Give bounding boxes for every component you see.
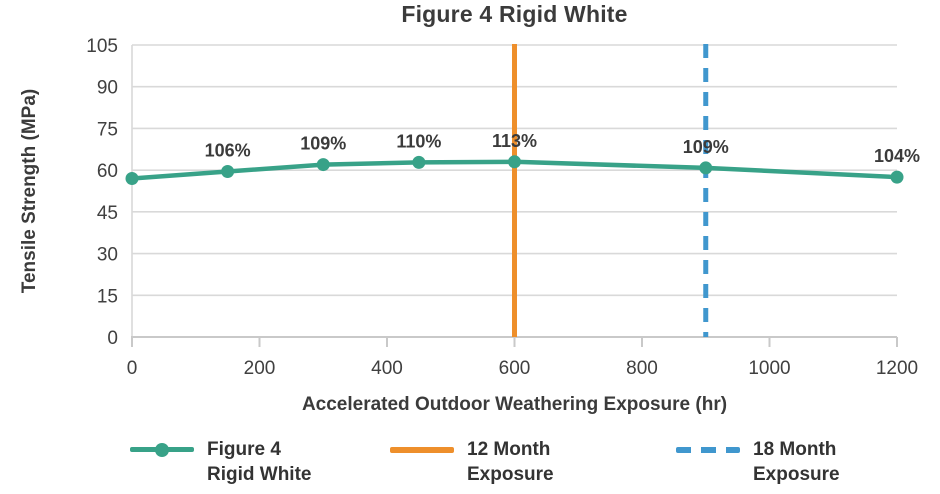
y-tick-label: 90 [97,78,118,99]
legend-label-series: Figure 4 Rigid White [207,437,311,487]
x-tick-label: 1000 [748,358,790,379]
legend-label-18-month: 18 Month Exposure [753,437,840,487]
legend: Figure 4 Rigid White 12 Month Exposure 1… [0,437,940,493]
legend-label-line: Figure 4 [207,439,281,460]
point-label: 109% [683,137,729,157]
legend-item-series: Figure 4 Rigid White [130,437,311,487]
x-tick-label: 800 [626,358,658,379]
series-line-marker-icon [130,442,194,457]
x-tick-label: 600 [499,358,531,379]
x-tick-label: 400 [371,358,403,379]
legend-label-line: 12 Month [467,439,551,460]
series-marker [890,170,904,184]
x-axis-label: Accelerated Outdoor Weathering Exposure … [301,394,728,415]
x-tick-label: 0 [127,358,138,379]
series-marker [221,165,235,179]
legend-label-line: 18 Month [753,439,837,460]
point-label: 110% [396,131,441,151]
chart-title: Figure 4 Rigid White [401,1,628,27]
series-marker [508,155,521,169]
y-tick-label: 45 [97,203,118,224]
series-marker [412,155,426,169]
dashed-line-icon [676,447,740,453]
x-tick-label: 200 [244,358,276,379]
legend-label-line: Exposure [467,464,554,485]
y-tick-label: 60 [97,161,118,182]
series-marker [699,161,713,175]
y-tick-label: 0 [107,328,118,349]
point-label: 106% [205,141,251,161]
y-tick-label: 105 [86,36,118,57]
legend-item-12-month: 12 Month Exposure [390,437,554,487]
legend-label-line: Exposure [753,464,840,485]
x-tick-label: 1200 [876,358,918,379]
series-marker [125,171,139,185]
point-label: 113% [492,131,537,151]
y-tick-label: 30 [97,245,118,266]
point-label: 109% [300,134,346,154]
y-tick-label: 75 [97,119,118,140]
legend-label-line: Rigid White [207,464,312,485]
series-marker [316,158,330,172]
y-tick-label: 15 [97,286,118,307]
solid-line-icon [390,447,454,453]
point-label: 104% [874,146,920,166]
legend-label-12-month: 12 Month Exposure [467,437,554,487]
plot-area: 0 200 400 600 800 1000 1200 0 15 30 45 60 75 90 105 106… [86,36,920,379]
legend-item-18-month: 18 Month Exposure [676,437,840,487]
